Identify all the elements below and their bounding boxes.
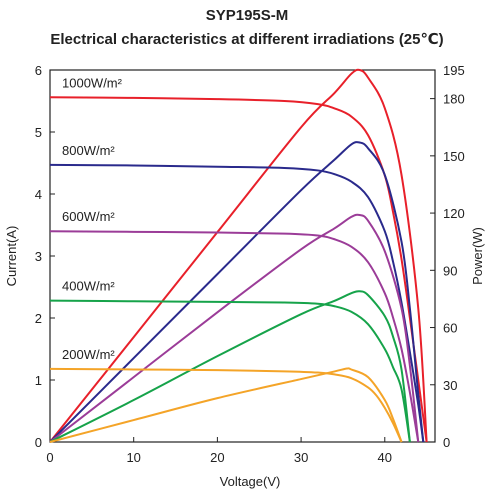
chart-title: SYP195S-M [205, 7, 289, 24]
series-lines [49, 68, 428, 443]
current-curve [49, 299, 411, 443]
y-left-tick-label: 6 [35, 63, 42, 78]
current-curve [49, 96, 428, 443]
series-label: 600W/m² [62, 209, 115, 224]
power-curve [49, 68, 428, 443]
y-right-tick-label: 90 [443, 263, 457, 278]
y-left-tick-label: 2 [35, 311, 42, 326]
y-right-tick-label: 195 [443, 63, 465, 78]
plot-frame [49, 69, 436, 443]
power-curve [49, 213, 420, 443]
y-right-tick-label: 30 [443, 378, 457, 393]
current-curve [49, 163, 425, 443]
x-tick-label: 30 [294, 450, 308, 465]
x-tick-label: 20 [210, 450, 224, 465]
series-labels: 1000W/m² 800W/m² 600W/m² 400W/m² 200W/m² [62, 75, 123, 362]
series-label: 1000W/m² [62, 75, 123, 90]
current-curve [49, 230, 420, 443]
x-axis-label: Voltage(V) [220, 474, 281, 489]
y-right-tick-label: 180 [443, 92, 465, 107]
y-right-tick-label: 60 [443, 321, 457, 336]
y-axis-left-label: Current(A) [4, 226, 19, 287]
power-curve [49, 367, 403, 443]
x-tick-label: 0 [46, 450, 53, 465]
series-label: 800W/m² [62, 143, 115, 158]
power-curve [49, 290, 411, 443]
series-label: 200W/m² [62, 347, 115, 362]
current-curve [49, 367, 403, 443]
series-label: 400W/m² [62, 279, 115, 294]
chart-subtitle: Electrical characteristics at different … [50, 31, 444, 48]
y-right-tick-label: 150 [443, 149, 465, 164]
y-left-tick-label: 0 [35, 435, 42, 450]
x-tick-label: 10 [126, 450, 140, 465]
y-right-tick-label: 0 [443, 435, 450, 450]
y-left-tick-label: 4 [35, 187, 42, 202]
y-left-tick-label: 1 [35, 373, 42, 388]
x-tick-label: 40 [378, 450, 392, 465]
y-axis-right-label: Power(W) [470, 227, 485, 285]
y-left-tick-label: 3 [35, 249, 42, 264]
power-curve [49, 141, 425, 443]
y-left-tick-label: 5 [35, 125, 42, 140]
y-right-tick-label: 120 [443, 206, 465, 221]
